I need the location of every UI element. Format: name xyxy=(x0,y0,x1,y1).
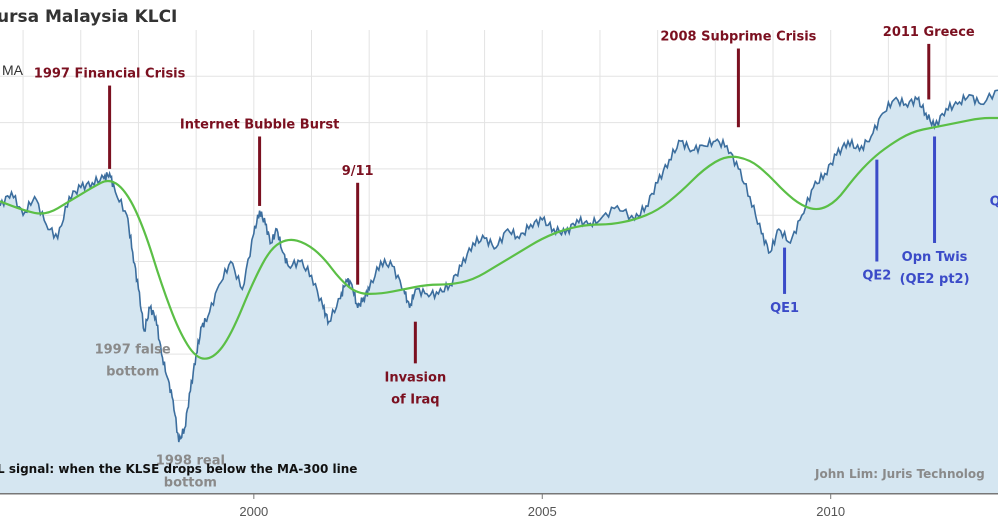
annotation-label: QE2 xyxy=(862,269,891,284)
annotation-marker xyxy=(875,159,879,262)
annotation-label: (QE2 pt2) xyxy=(900,272,970,287)
annotation-marker xyxy=(356,182,360,285)
annotation-label: bottom xyxy=(164,476,217,491)
annotation-label: of Iraq xyxy=(391,392,439,407)
annotation-label: 1997 false xyxy=(95,343,171,358)
x-tick-label: 2010 xyxy=(816,504,845,519)
chart-title: ursa Malaysia KLCI xyxy=(0,7,177,27)
annotation-marker xyxy=(933,136,937,243)
annotation-label: 2011 Greece xyxy=(883,25,975,40)
price-line xyxy=(0,89,998,443)
annotation-label: 2008 Subprime Crisis xyxy=(660,30,816,45)
x-tick-label: 2005 xyxy=(528,504,557,519)
annotation-marker xyxy=(783,247,787,294)
annotation-marker xyxy=(108,85,112,169)
annotation-markers xyxy=(108,43,937,364)
x-axis-line xyxy=(0,493,998,495)
annotation-labels: 1997 Financial Crisis Internet Bubble Bur… xyxy=(34,25,998,491)
annotation-marker xyxy=(413,321,417,364)
price-area xyxy=(0,90,998,493)
annotation-label: Internet Bubble Burst xyxy=(180,117,339,132)
moving-average-line xyxy=(0,116,998,360)
annotation-label: QE1 xyxy=(770,301,799,316)
credit-text: John Lim: Juris Technolog xyxy=(814,467,985,481)
x-axis-ticks: 2000 2005 2010 xyxy=(239,493,845,519)
annotation-label: Q xyxy=(990,194,998,209)
annotation-label: 1997 Financial Crisis xyxy=(34,67,186,82)
annotation-marker xyxy=(258,136,262,206)
signal-footnote: L signal: when the KLSE drops below the … xyxy=(0,462,357,476)
annotation-marker xyxy=(927,43,931,100)
annotation-label: 1998 real xyxy=(156,454,225,469)
annotation-marker xyxy=(736,48,740,128)
annotation-label: Invasion xyxy=(384,370,446,385)
x-tick-label: 2000 xyxy=(239,504,268,519)
legend-ma-label: MA xyxy=(2,62,24,78)
annotation-label: Opn Twis xyxy=(902,250,968,265)
annotation-label: bottom xyxy=(106,365,159,380)
annotation-label: 9/11 xyxy=(342,164,374,179)
